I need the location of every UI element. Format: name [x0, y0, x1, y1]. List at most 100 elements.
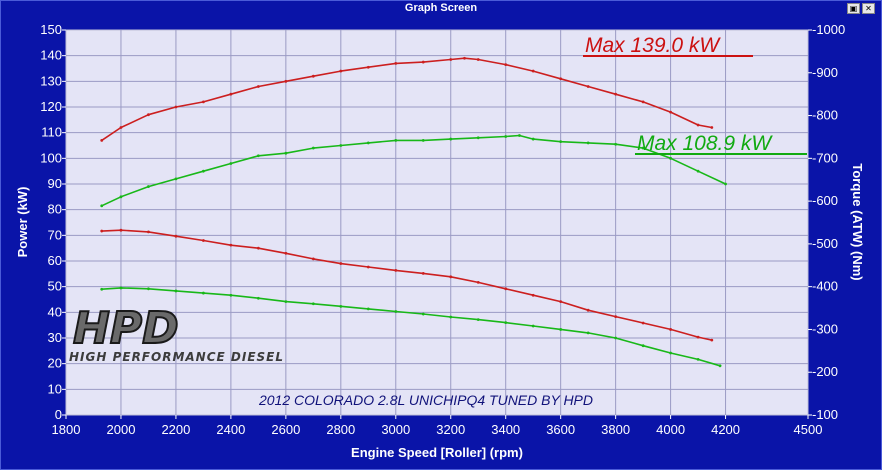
data-point-torque-3 — [559, 328, 563, 331]
data-point-power-1 — [504, 135, 508, 138]
data-point-power-0 — [710, 126, 714, 129]
series-line-torque-3 — [101, 287, 721, 367]
y-left-tick-label: 50 — [48, 279, 62, 294]
data-point-torque-3 — [284, 300, 288, 304]
data-point-torque-3 — [311, 302, 315, 306]
data-point-torque-2 — [614, 315, 618, 319]
data-point-power-1 — [449, 137, 453, 141]
max-annotation-green: Max 108.9 kW — [637, 132, 773, 155]
data-point-power-1 — [614, 142, 618, 146]
data-point-torque-3 — [449, 315, 453, 319]
y-left-tick-label: 80 — [48, 202, 62, 217]
y-left-tick-label: 20 — [48, 356, 62, 371]
x-tick-label: 3600 — [546, 422, 575, 437]
data-point-power-0 — [202, 100, 205, 104]
data-point-torque-2 — [476, 280, 480, 284]
data-point-torque-3 — [476, 318, 480, 322]
data-point-torque-2 — [559, 300, 563, 304]
y-left-axis-label: Power (kW) — [15, 187, 30, 258]
y-right-axis-ticks: -100 -200 -300 -400 -500 -600 -700 -800 -900 -100… — [808, 22, 845, 422]
data-point-power-1 — [229, 162, 233, 165]
data-point-torque-3 — [394, 310, 398, 313]
data-point-power-1 — [202, 169, 205, 173]
data-point-torque-2 — [394, 269, 398, 272]
data-point-torque-2 — [449, 275, 453, 279]
y-left-axis-ticks: 0 10 20 30 40 50 60 70 80 90 100 110 120 130 140 150 — [40, 22, 66, 422]
close-button[interactable]: ✕ — [862, 3, 875, 14]
title-bar: Graph Screen ▣ ✕ — [1, 1, 881, 15]
data-point-power-1 — [339, 144, 343, 147]
data-point-torque-3 — [147, 287, 150, 291]
data-point-power-1 — [100, 204, 104, 208]
data-point-power-1 — [476, 136, 480, 140]
data-point-power-0 — [586, 85, 590, 88]
y-right-tick-label: -700 — [812, 150, 838, 165]
data-point-power-0 — [147, 113, 150, 117]
y-left-tick-label: 30 — [48, 330, 62, 345]
data-point-power-0 — [339, 69, 343, 73]
data-point-torque-2 — [284, 251, 288, 255]
data-point-power-1 — [586, 141, 590, 145]
data-point-torque-3 — [504, 321, 508, 324]
data-point-power-0 — [559, 77, 563, 81]
data-point-power-0 — [476, 58, 480, 61]
x-tick-label: 3200 — [436, 422, 465, 437]
data-point-power-0 — [256, 85, 260, 88]
data-point-torque-3 — [614, 336, 618, 340]
y-left-tick-label: 90 — [48, 176, 62, 191]
data-point-power-0 — [504, 63, 508, 67]
data-point-power-1 — [366, 141, 370, 145]
data-point-torque-3 — [229, 293, 233, 297]
hpd-logo-tagline: HIGH PERFORMANCE DIESEL — [69, 350, 284, 364]
y-left-tick-label: 120 — [40, 99, 62, 114]
data-point-torque-2 — [202, 239, 205, 242]
y-right-tick-label: -600 — [812, 193, 838, 208]
data-point-power-1 — [559, 140, 563, 144]
data-point-torque-2 — [119, 228, 123, 232]
y-right-tick-label: -200 — [812, 364, 838, 379]
x-tick-label: 3400 — [491, 422, 520, 437]
hpd-logo: HPD HIGH PERFORMANCE DIESEL — [69, 302, 284, 364]
plot-area — [65, 29, 809, 416]
y-right-axis-label: Torque (ATW) (Nm) — [850, 163, 865, 280]
x-tick-label: 3000 — [381, 422, 410, 437]
y-left-tick-label: 70 — [48, 227, 62, 242]
data-point-power-0 — [100, 138, 104, 142]
data-point-power-0 — [696, 123, 700, 127]
data-point-power-0 — [229, 92, 233, 96]
y-right-tick-label: -100 — [812, 407, 838, 422]
data-point-torque-2 — [641, 321, 645, 325]
y-left-tick-label: 150 — [40, 22, 62, 37]
y-left-tick-label: 0 — [55, 407, 62, 422]
y-right-tick-label: -900 — [812, 65, 838, 80]
data-point-power-1 — [669, 156, 672, 160]
data-point-torque-2 — [710, 338, 714, 342]
data-point-power-0 — [531, 69, 535, 73]
hpd-logo-mark: HPD — [73, 303, 179, 354]
data-point-torque-3 — [696, 357, 700, 361]
x-tick-label: 2000 — [107, 422, 136, 437]
data-point-power-0 — [463, 56, 466, 60]
y-right-tick-label: -1000 — [812, 22, 845, 37]
data-point-torque-3 — [531, 324, 535, 328]
restore-button[interactable]: ▣ — [847, 3, 860, 14]
data-point-torque-2 — [229, 243, 233, 247]
y-right-tick-label: -800 — [812, 108, 838, 123]
data-point-power-1 — [394, 138, 398, 142]
x-tick-label: 4200 — [711, 422, 740, 437]
data-point-power-1 — [119, 195, 123, 199]
data-point-torque-3 — [339, 304, 343, 308]
data-point-torque-3 — [669, 351, 672, 355]
data-point-power-0 — [284, 79, 288, 83]
y-left-tick-label: 40 — [48, 304, 62, 319]
data-point-torque-2 — [311, 257, 315, 261]
data-point-torque-3 — [586, 331, 590, 335]
data-point-power-0 — [641, 100, 645, 104]
max-annotation-red: Max 139.0 kW — [585, 34, 721, 57]
y-left-tick-label: 100 — [40, 150, 62, 165]
y-right-tick-label: -300 — [812, 321, 838, 336]
y-left-tick-label: 140 — [40, 48, 62, 63]
data-point-torque-2 — [366, 265, 370, 269]
data-point-power-0 — [394, 61, 398, 65]
